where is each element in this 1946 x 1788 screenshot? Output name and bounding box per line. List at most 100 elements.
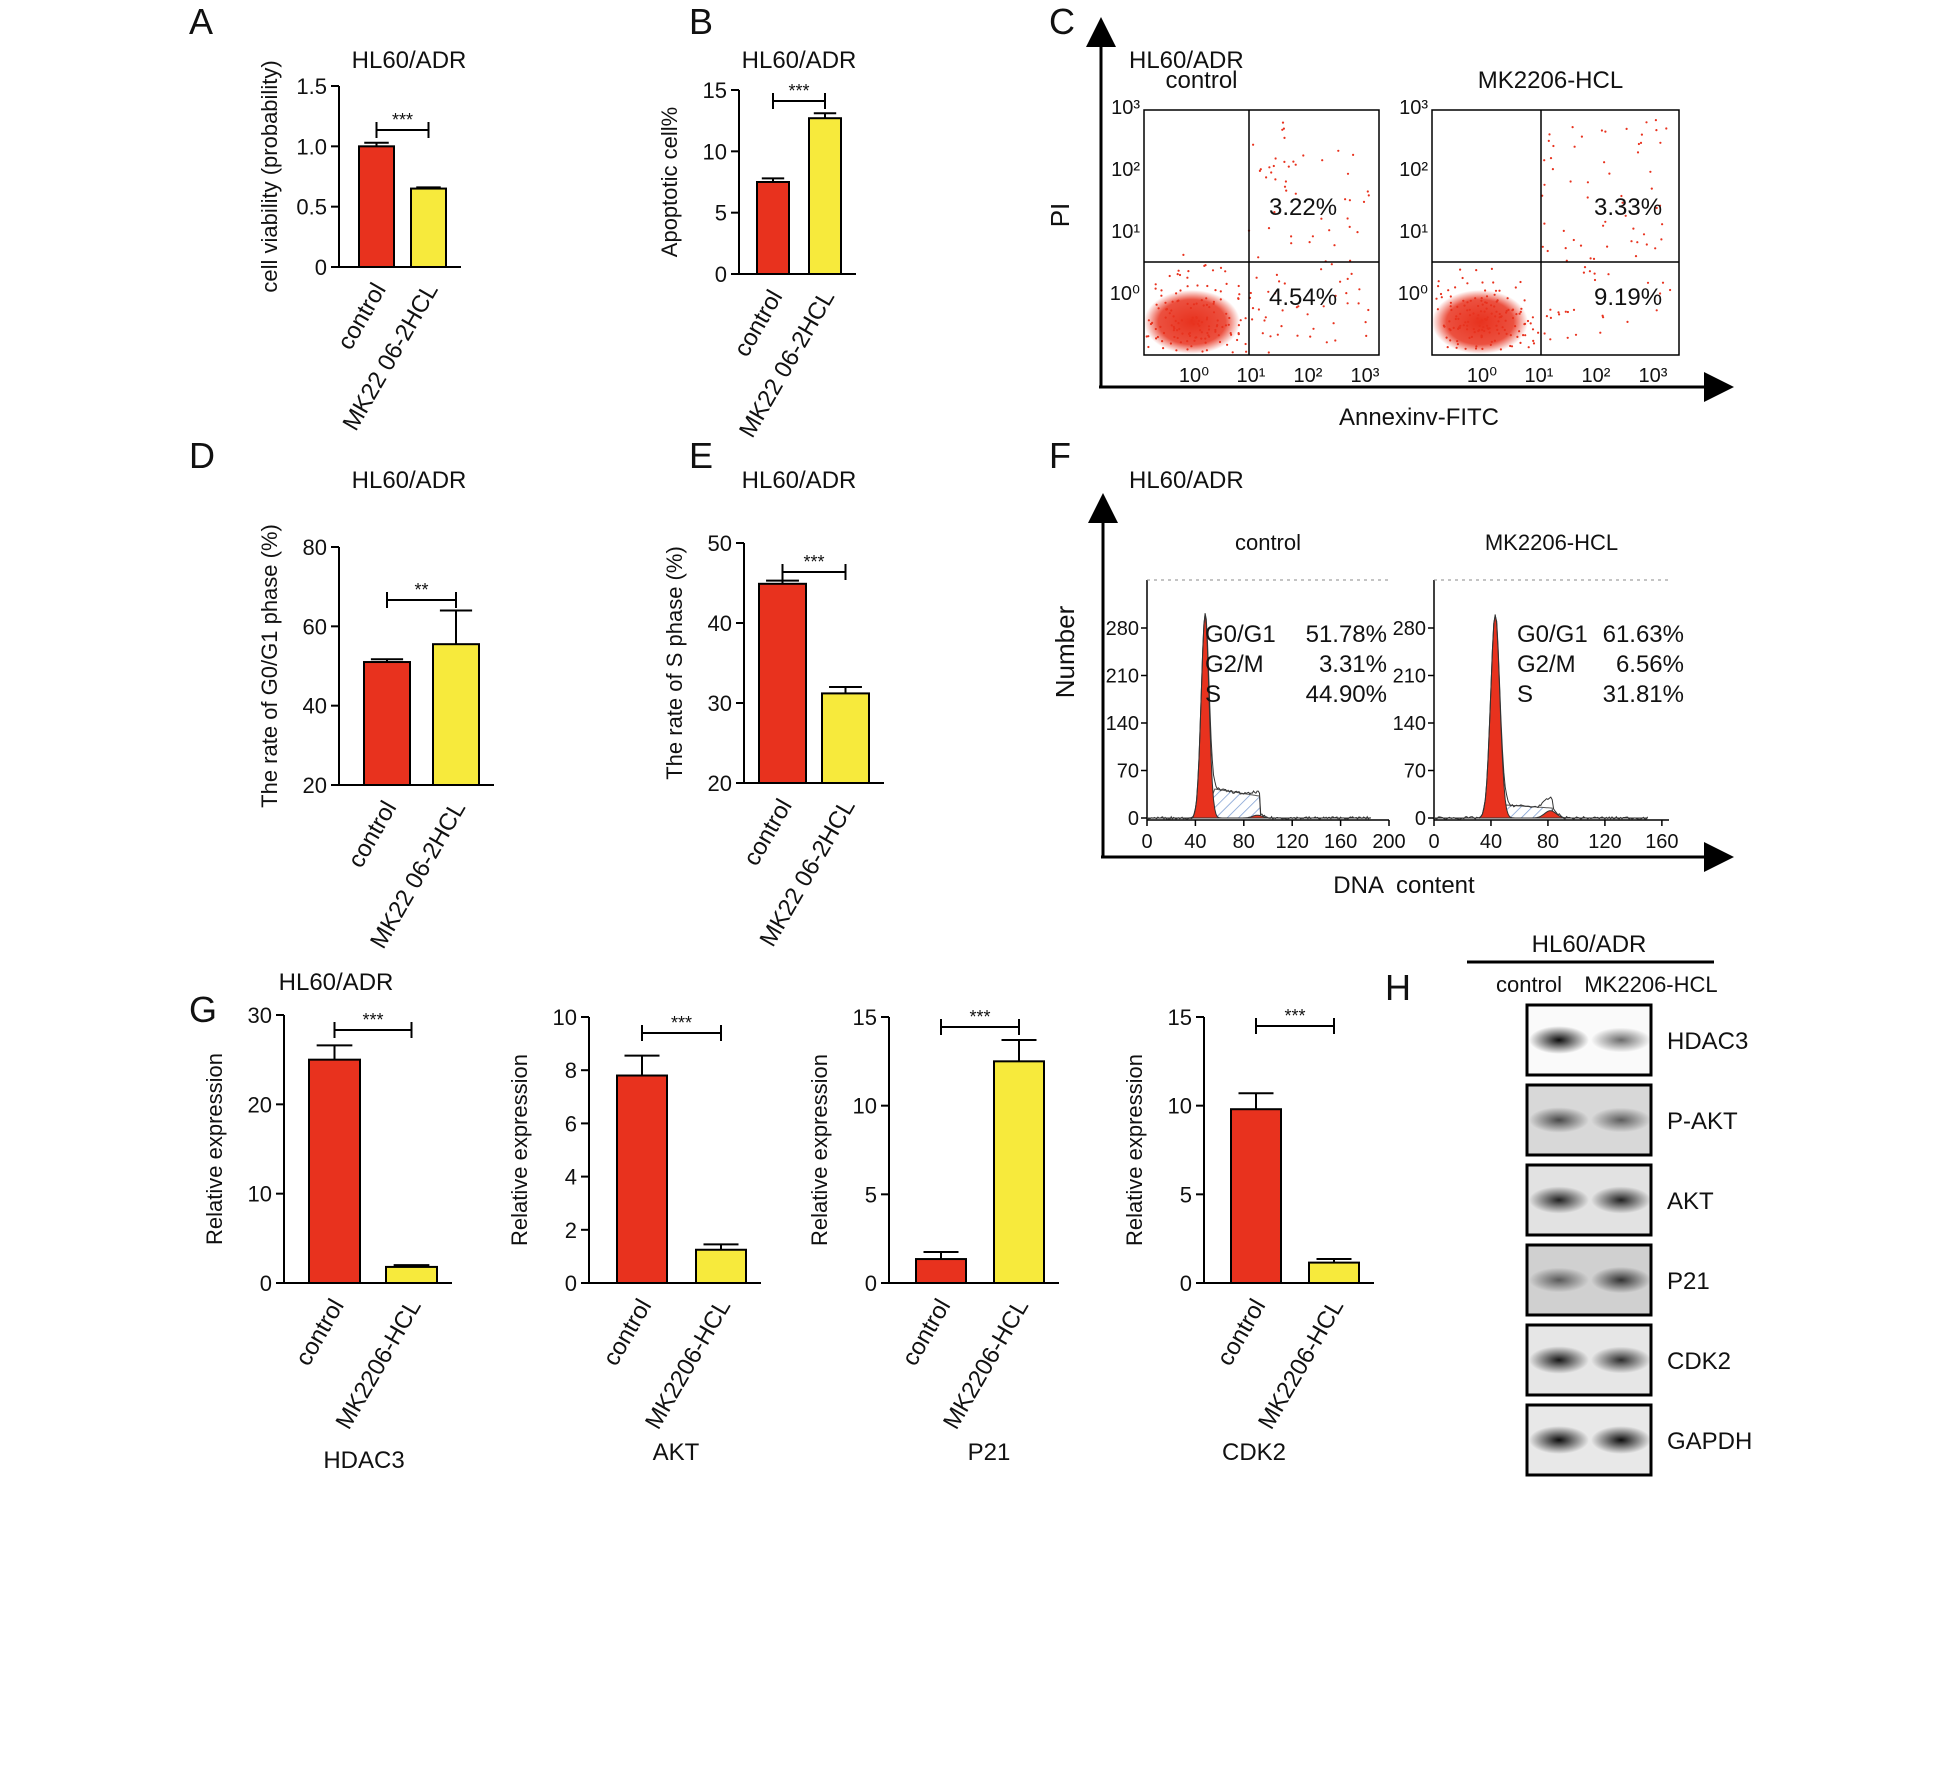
event-dot bbox=[1523, 299, 1526, 302]
event-dot bbox=[1156, 335, 1159, 339]
bar bbox=[993, 1060, 1045, 1285]
event-dot bbox=[1302, 154, 1305, 157]
event-dot bbox=[1486, 316, 1489, 319]
event-dot bbox=[1479, 310, 1483, 313]
y-tick-label: 10 bbox=[1168, 1094, 1192, 1119]
event-dot bbox=[1244, 342, 1247, 346]
event-dot bbox=[1268, 166, 1271, 169]
event-dot bbox=[1470, 335, 1473, 338]
blot-label: CDK2 bbox=[1667, 1348, 1731, 1375]
event-dot bbox=[1659, 141, 1662, 144]
phase-percent: 6.56% bbox=[1616, 651, 1684, 678]
event-dot bbox=[1199, 329, 1202, 332]
event-dot bbox=[1466, 301, 1469, 304]
y-tick-label: 10⁰ bbox=[1110, 283, 1140, 305]
y-axis-label: Relative expression bbox=[507, 1054, 532, 1246]
event-dot bbox=[1228, 316, 1231, 320]
event-dot bbox=[1455, 315, 1458, 318]
event-dot bbox=[1200, 321, 1204, 324]
y-tick-label: 10 bbox=[248, 1182, 272, 1207]
event-dot bbox=[1495, 300, 1498, 303]
blot-label: P-AKT bbox=[1667, 1108, 1738, 1135]
event-dot bbox=[1179, 289, 1182, 292]
blot-band bbox=[1529, 1346, 1589, 1374]
event-dot bbox=[1207, 334, 1210, 337]
event-dot bbox=[1358, 288, 1361, 291]
quadrant-percent: 3.33% bbox=[1594, 194, 1662, 221]
bar bbox=[695, 1248, 747, 1284]
event-dot bbox=[1346, 217, 1349, 220]
event-dot bbox=[1573, 145, 1576, 148]
event-dot bbox=[1178, 273, 1182, 277]
x-tick-label: control bbox=[1212, 1295, 1271, 1371]
event-dot bbox=[1477, 329, 1480, 333]
event-dot bbox=[1154, 327, 1157, 331]
event-dot bbox=[1483, 329, 1486, 333]
event-dot bbox=[1350, 272, 1353, 275]
event-dot bbox=[1630, 240, 1633, 243]
panel-letter: B bbox=[689, 1, 713, 42]
event-dot bbox=[1490, 312, 1493, 315]
event-dot bbox=[1493, 339, 1496, 342]
event-dot bbox=[1367, 308, 1370, 312]
event-dot bbox=[1147, 345, 1150, 349]
event-dot bbox=[1245, 350, 1248, 353]
event-dot bbox=[1175, 292, 1178, 295]
event-dot bbox=[1514, 286, 1517, 289]
x-tick-label: 10⁰ bbox=[1467, 365, 1497, 387]
event-dot bbox=[1467, 320, 1470, 323]
event-dot bbox=[1449, 339, 1452, 342]
y-axis-label: Relative expression bbox=[807, 1054, 832, 1246]
event-dot bbox=[1507, 308, 1510, 311]
event-dot bbox=[1172, 329, 1175, 332]
y-tick-label: 0.5 bbox=[296, 195, 327, 220]
event-dot bbox=[1499, 348, 1502, 351]
event-dot bbox=[1449, 301, 1452, 304]
event-dot bbox=[1549, 338, 1552, 341]
blot-band bbox=[1591, 1266, 1651, 1294]
event-dot bbox=[1601, 314, 1604, 317]
event-dot bbox=[1519, 341, 1522, 344]
y-tick-label: 140 bbox=[1106, 713, 1139, 735]
event-dot bbox=[1447, 289, 1450, 292]
event-dot bbox=[1473, 331, 1476, 334]
y-tick-label: 80 bbox=[303, 535, 327, 560]
y-tick-label: 140 bbox=[1393, 713, 1426, 735]
event-dot bbox=[1551, 168, 1554, 171]
event-dot bbox=[1532, 339, 1535, 342]
bar bbox=[410, 187, 447, 268]
event-dot bbox=[1173, 335, 1176, 339]
blot-band bbox=[1529, 1186, 1589, 1214]
event-dot bbox=[1333, 244, 1336, 247]
x-tick-label: 40 bbox=[1184, 831, 1206, 853]
event-dot bbox=[1172, 315, 1175, 318]
event-dot bbox=[1541, 245, 1544, 248]
event-dot bbox=[1543, 183, 1546, 186]
event-dot bbox=[1497, 320, 1500, 323]
bar bbox=[1230, 1108, 1282, 1285]
event-dot bbox=[1251, 307, 1255, 310]
event-dot bbox=[1205, 349, 1208, 352]
event-dot bbox=[1186, 302, 1189, 305]
event-dot bbox=[1481, 347, 1484, 350]
panel-title: control bbox=[1165, 67, 1237, 94]
x-tick-label: control bbox=[598, 1295, 657, 1371]
event-dot bbox=[1526, 319, 1530, 323]
event-dot bbox=[1640, 133, 1643, 136]
event-dot bbox=[1439, 292, 1443, 296]
y-tick-label: 280 bbox=[1393, 618, 1426, 640]
event-dot bbox=[1476, 317, 1479, 320]
event-dot bbox=[1462, 299, 1465, 302]
event-dot bbox=[1175, 349, 1178, 352]
event-dot bbox=[1494, 289, 1498, 292]
y-tick-label: 10³ bbox=[1111, 97, 1140, 119]
event-dot bbox=[1357, 302, 1360, 305]
event-dot bbox=[1649, 170, 1652, 173]
event-dot bbox=[1261, 332, 1264, 335]
y-tick-label: 0 bbox=[565, 1271, 577, 1296]
y-tick-label: 10¹ bbox=[1111, 221, 1140, 243]
event-dot bbox=[1180, 319, 1183, 322]
event-dot bbox=[1188, 331, 1191, 335]
significance-label: ** bbox=[414, 580, 428, 600]
y-tick-label: 40 bbox=[708, 611, 732, 636]
